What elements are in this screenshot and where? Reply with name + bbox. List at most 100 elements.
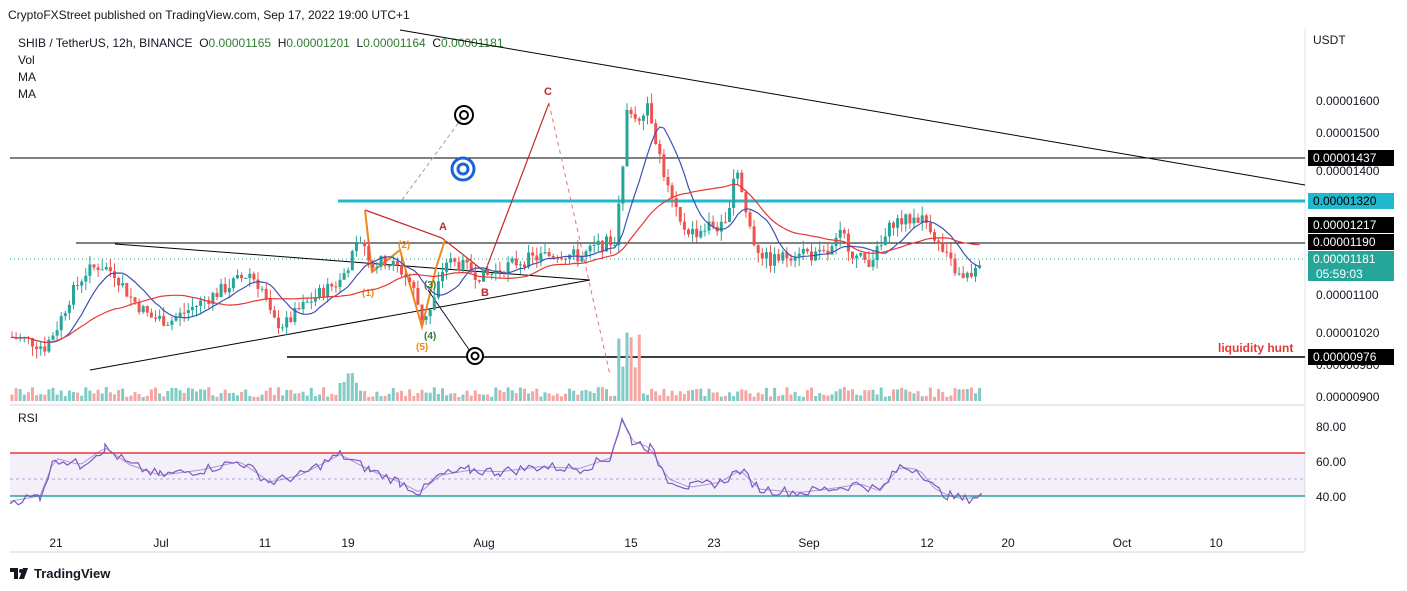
volume-bar [957,389,961,401]
rsi-tick: 40.00 [1316,490,1346,504]
volume-bar [838,388,842,401]
volume-bar [871,389,875,401]
candle-body [51,335,55,340]
volume-bar [924,395,928,401]
indicator-ma-1[interactable]: MA [18,70,36,84]
candle-body [900,218,904,225]
volume-bar [863,390,867,401]
candle-body [100,269,104,271]
volume-bar [203,389,207,401]
volume-bar [568,388,572,401]
candle-body [584,251,588,257]
candle-body [31,338,34,347]
candle-body [486,269,490,275]
time-tick: 21 [49,536,63,550]
volume-bar [781,395,785,401]
candle-body [646,103,649,116]
candle-body [953,258,957,274]
rsi-label[interactable]: RSI [18,411,39,425]
volume-bar [244,389,248,401]
volume-bar [596,387,600,401]
volume-bar [584,389,588,401]
price-label-box [1308,234,1394,250]
volume-bar [166,390,170,401]
volume-bar [678,391,682,401]
candle-body [785,252,789,259]
volume-bar [252,396,256,401]
candle-body [699,231,703,238]
volume-bar [826,395,830,401]
volume-bar [978,388,982,401]
volume-bar [338,382,342,401]
candle-body [244,277,248,279]
ma-slow-line [11,183,980,344]
candle-body [359,242,362,244]
volume-bar [404,395,408,401]
candle-body [461,259,465,271]
candle-body [867,259,871,267]
volume-bar [293,393,297,401]
candle-body [231,278,235,289]
volume-bar [883,396,887,401]
target-icon-blue [450,156,476,182]
candle-body [924,215,928,224]
candle-body [887,222,891,237]
candle-body [818,249,822,252]
candle-body [871,260,875,267]
volume-bar [814,395,818,401]
volume-bar [219,393,223,401]
indicator-vol[interactable]: Vol [18,53,35,67]
time-tick: 11 [259,536,272,550]
candle-body [260,288,264,290]
candle-body [174,317,178,321]
volume-bar [703,396,707,401]
price-label-box [1308,349,1394,365]
price-label-box [1308,217,1394,233]
candle-body [859,253,863,256]
price-tick: 0.00000900 [1316,390,1380,404]
candle-body [969,272,973,277]
volume-bar [506,387,510,401]
candle-body [92,264,96,268]
candle-body [855,255,859,259]
volume-bar [465,390,469,401]
volume-bar [834,391,838,401]
candle-body [547,251,551,257]
candle-body [309,301,313,303]
rsi-ma-line [9,418,983,502]
price-tick: 0.00001020 [1316,326,1380,340]
volume-bar [84,387,88,401]
volume-bar [289,389,293,401]
volume-bar [842,387,846,401]
volume-bar [154,387,157,401]
candle-body [272,310,276,318]
candle-body [334,286,338,288]
volume-bar [699,388,703,401]
volume-bar [969,387,973,401]
indicator-ma-2[interactable]: MA [18,87,36,101]
volume-bar [514,393,518,401]
candle-body [305,301,309,303]
wave-1-label: (1) [362,288,374,299]
volume-bar [974,393,977,401]
volume-bar [748,393,752,401]
candle-body [666,176,670,186]
candle-body [580,256,584,262]
candle-body [838,229,842,238]
volume-bar [195,391,198,401]
volume-bar [855,394,859,401]
volume-bar [121,388,125,401]
close-label: C [432,36,442,50]
candle-body [965,272,969,278]
volume-bar [867,390,871,401]
volume-bar [760,394,764,401]
time-tick: 15 [624,536,638,550]
volume-bar [223,389,227,401]
tradingview-footer[interactable]: TradingView [10,566,110,581]
candle-body [518,264,522,266]
volume-bar [904,389,908,401]
candle-body [424,316,428,321]
low-label: L [356,36,364,50]
candle-body [252,273,256,280]
